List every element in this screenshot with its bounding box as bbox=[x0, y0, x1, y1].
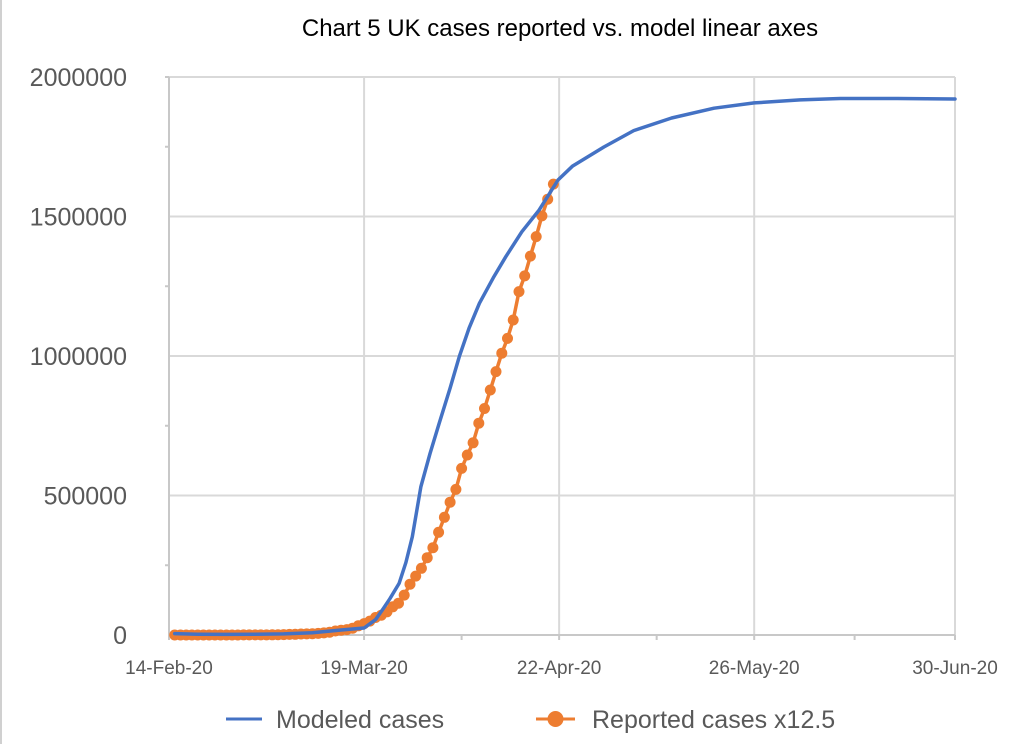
y-tick-label: 500000 bbox=[44, 483, 127, 511]
reported-cases-point bbox=[536, 210, 548, 222]
gridlines bbox=[169, 76, 956, 635]
reported-cases-point bbox=[415, 562, 427, 574]
reported-cases-point bbox=[530, 231, 542, 243]
chart-title: Chart 5 UK cases reported vs. model line… bbox=[302, 15, 818, 42]
x-tick-label: 14-Feb-20 bbox=[125, 658, 213, 679]
y-tick-label: 0 bbox=[113, 622, 127, 650]
reported-cases-point bbox=[496, 347, 508, 359]
x-axis-labels: 14-Feb-20 19-Mar-20 22-Apr-20 26-May-20 30-J… bbox=[125, 658, 998, 679]
reported-cases-point bbox=[524, 250, 536, 262]
reported-cases-point bbox=[393, 597, 404, 609]
reported-cases-point bbox=[467, 437, 479, 449]
reported-cases-point bbox=[507, 314, 519, 326]
series-modeled-cases bbox=[172, 96, 957, 637]
window-edge bbox=[0, 0, 2, 744]
reported-cases-point bbox=[404, 578, 416, 590]
y-tick-label: 1000000 bbox=[30, 343, 127, 371]
reported-cases-point bbox=[450, 483, 462, 495]
reported-cases-point bbox=[479, 403, 490, 414]
x-tick-label: 22-Apr-20 bbox=[517, 658, 602, 679]
reported-cases-point bbox=[484, 384, 496, 396]
legend-reported-label: Reported cases x12.5 bbox=[592, 706, 835, 734]
y-tick-label: 1500000 bbox=[30, 204, 127, 232]
x-tick-label: 19-Mar-20 bbox=[320, 658, 408, 679]
reported-cases-point bbox=[513, 286, 525, 298]
reported-cases-point bbox=[410, 570, 422, 582]
reported-cases-point bbox=[502, 332, 513, 344]
reported-cases-point bbox=[421, 552, 433, 564]
reported-cases-point bbox=[490, 366, 502, 378]
legend: Modeled cases Reported cases x12.5 bbox=[226, 706, 835, 734]
reported-cases-point bbox=[444, 496, 456, 508]
reported-cases-point bbox=[398, 589, 410, 601]
reported-cases-point bbox=[456, 462, 468, 474]
reported-cases-point bbox=[438, 511, 450, 523]
reported-cases-point bbox=[461, 449, 473, 461]
series-layer bbox=[169, 96, 957, 641]
y-tick-label: 2000000 bbox=[30, 64, 127, 92]
legend-modeled-label: Modeled cases bbox=[276, 706, 444, 734]
reported-cases-point bbox=[427, 542, 439, 554]
reported-cases-point bbox=[519, 270, 531, 282]
x-tick-label: 26-May-20 bbox=[709, 658, 800, 679]
modeled-cases-line bbox=[172, 96, 957, 637]
legend-reported-marker-icon bbox=[547, 711, 564, 727]
y-axis-labels: 0 500000 1000000 1500000 2000000 bbox=[30, 64, 127, 650]
x-tick-label: 30-Jun-20 bbox=[912, 658, 998, 679]
reported-cases-point bbox=[473, 417, 485, 429]
reported-cases-point bbox=[433, 526, 445, 538]
